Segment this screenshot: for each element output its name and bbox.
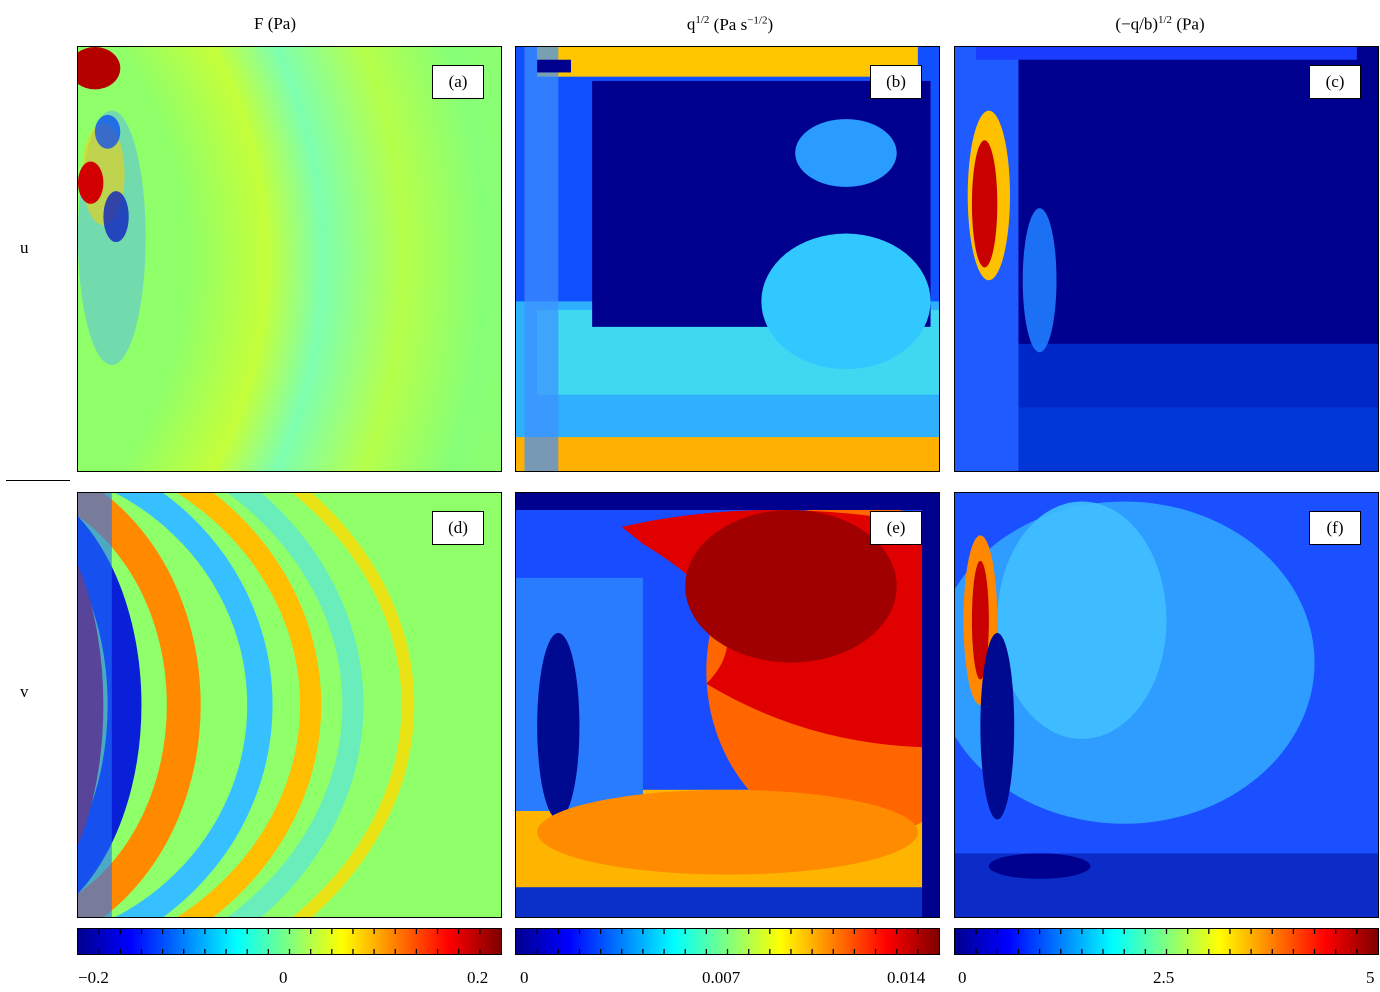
colorbar-qb	[954, 928, 1379, 955]
panel-label-e: (e)	[870, 511, 922, 545]
colorbar-qb-tick-mid: 2.5	[1153, 968, 1175, 987]
colorbar-q-tick-mid: 0.007	[702, 968, 741, 987]
heatmap-panel-c: (c)	[954, 46, 1379, 472]
row-label-v: v	[20, 682, 29, 701]
panel-label-c: (c)	[1309, 65, 1361, 99]
heatmap-panel-e: (e)	[515, 492, 940, 918]
colorbar-q-tick-max: 0.014	[887, 968, 926, 987]
colorbar-qb-tick-max: 5	[1366, 968, 1375, 987]
row-label-u: u	[20, 238, 29, 257]
colorbar-qb-tick-min: 0	[958, 968, 967, 987]
colorbar-q-tick-min: 0	[520, 968, 529, 987]
column-title-f: F (Pa)	[253, 14, 297, 33]
panel-label-b: (b)	[870, 65, 922, 99]
colorbar-f-tick-max: 0.2	[467, 968, 489, 987]
colorbar-q	[515, 928, 940, 955]
heatmap-panel-f: (f)	[954, 492, 1379, 918]
row-separator	[6, 480, 70, 481]
panel-label-f: (f)	[1309, 511, 1361, 545]
column-title-q: q1/2 (Pa s−1/2)	[686, 14, 774, 34]
heatmap-panel-d: (d)	[77, 492, 502, 918]
colorbar-f	[77, 928, 502, 955]
q-units: (Pa s−1/2)	[709, 14, 774, 34]
panel-label-a: (a)	[432, 65, 484, 99]
heatmap-panel-b: (b)	[515, 46, 940, 472]
heatmap-panel-a: (a)	[77, 46, 502, 472]
panel-label-d: (d)	[432, 511, 484, 545]
colorbar-f-tick-min: −0.2	[78, 968, 109, 987]
column-title-qb: (−q/b)1/2 (Pa)	[1115, 14, 1205, 34]
colorbar-f-tick-mid: 0	[279, 968, 288, 987]
